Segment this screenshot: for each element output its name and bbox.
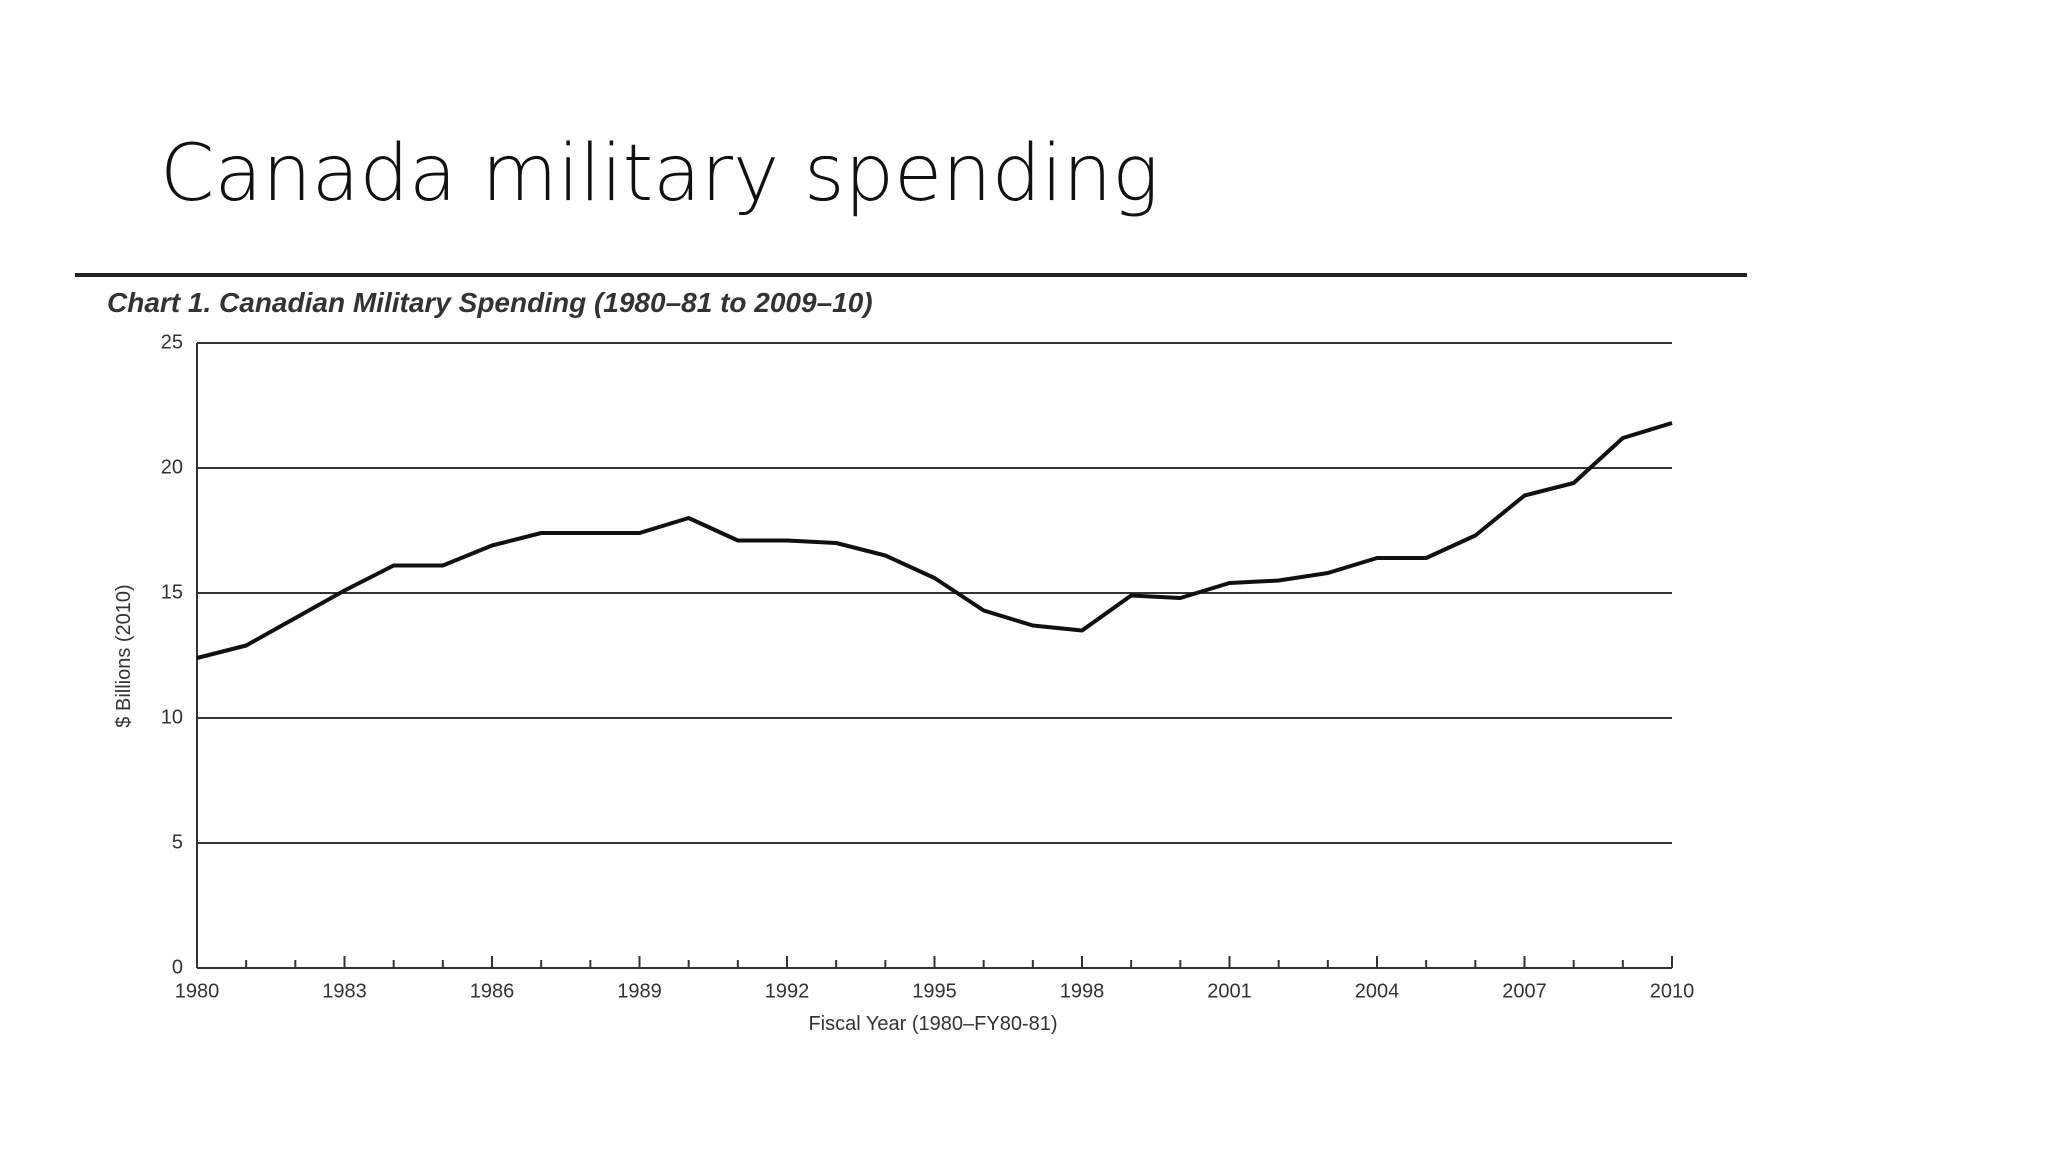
y-tick-label: 15 [161,581,183,603]
x-tick-label: 1986 [470,980,515,1002]
y-tick-label: 5 [172,831,183,853]
slide-title: Canada military spending [160,129,1159,219]
chart-title: Chart 1. Canadian Military Spending (198… [107,287,873,318]
x-tick-label: 2007 [1502,980,1547,1002]
y-tick-label: 25 [161,331,183,353]
x-tick-label: 1995 [912,980,957,1002]
y-axis-label: $ Billions (2010) [113,584,135,727]
x-tick-label: 2010 [1650,980,1695,1002]
x-tick-label: 1980 [175,980,220,1002]
x-tick-label: 1998 [1060,980,1105,1002]
y-tick-label: 20 [161,456,183,478]
x-tick-label: 1989 [617,980,662,1002]
y-tick-label: 0 [172,956,183,978]
x-tick-label: 1983 [322,980,367,1002]
x-axis-label: Fiscal Year (1980–FY80-81) [808,1013,1057,1035]
x-tick-label: 2001 [1207,980,1252,1002]
x-tick-label: 1992 [765,980,810,1002]
y-tick-label: 10 [161,706,183,728]
x-tick-label: 2004 [1355,980,1400,1002]
data-line [196,421,1673,660]
